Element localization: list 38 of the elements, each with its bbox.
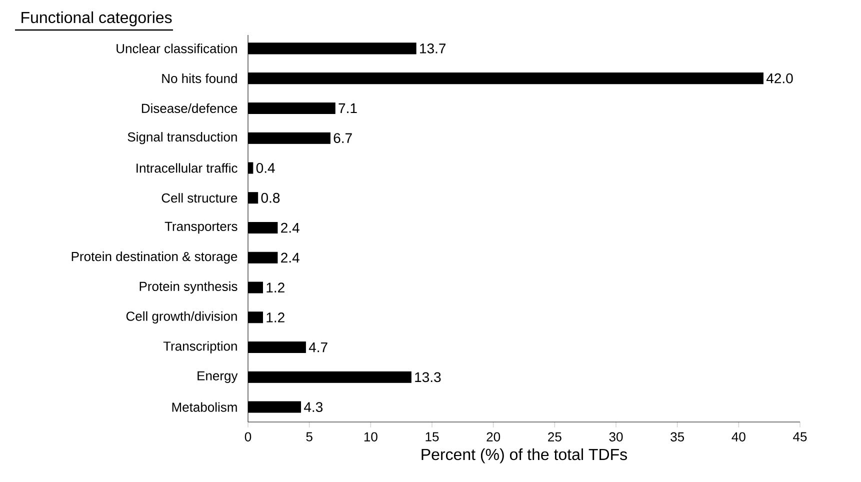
data-label: 0.8: [261, 192, 280, 203]
y-tick-label: Energy: [198, 371, 238, 383]
x-tick-label: 45: [793, 432, 807, 442]
x-tick-label: 35: [670, 432, 684, 442]
y-tick-label: Unclear classification: [116, 44, 237, 54]
data-label: 1.2: [266, 312, 284, 322]
y-tick-label: Intracellular traffic: [136, 163, 238, 173]
x-tick-label: 15: [426, 432, 439, 442]
y-tick-label: Transcription: [163, 341, 237, 354]
data-label: 2.4: [281, 222, 300, 233]
y-axis-title: Functional categories: [22, 11, 172, 26]
y-tick-label: Protein destination & storage: [72, 252, 238, 264]
x-tick-label: 20: [486, 432, 500, 442]
y-tick-label: Protein synthesis: [140, 281, 238, 294]
data-label: 4.3: [304, 402, 323, 412]
y-tick-label: Cell structure: [162, 193, 238, 203]
x-axis-title: Percent (%) of the total TDFs: [422, 448, 627, 464]
data-label: 4.7: [308, 342, 328, 352]
y-tick-label: Cell growth/division: [126, 311, 237, 324]
y-tick-label: Disease/defence: [142, 103, 238, 113]
x-tick-label: 25: [548, 432, 562, 442]
data-label: 42.0: [766, 73, 793, 84]
x-tick-label: 10: [364, 432, 378, 442]
data-label: 7.1: [338, 103, 357, 114]
data-label: 2.4: [281, 252, 300, 263]
x-tick-label: 40: [732, 432, 746, 442]
x-tick-label: 0: [244, 432, 252, 442]
x-tick-label: 5: [306, 432, 312, 442]
data-label: 0.4: [256, 163, 275, 173]
y-tick-label: Metabolism: [172, 402, 237, 412]
data-label: 1.2: [266, 282, 284, 292]
data-label: 13.7: [420, 43, 446, 54]
y-tick-label: Transporters: [164, 222, 238, 234]
x-tick-label: 30: [609, 432, 623, 442]
data-label: 6.7: [334, 133, 352, 144]
y-tick-label: No hits found: [162, 74, 237, 84]
y-tick-label: Signal transduction: [128, 132, 237, 144]
data-label: 13.3: [415, 372, 441, 382]
